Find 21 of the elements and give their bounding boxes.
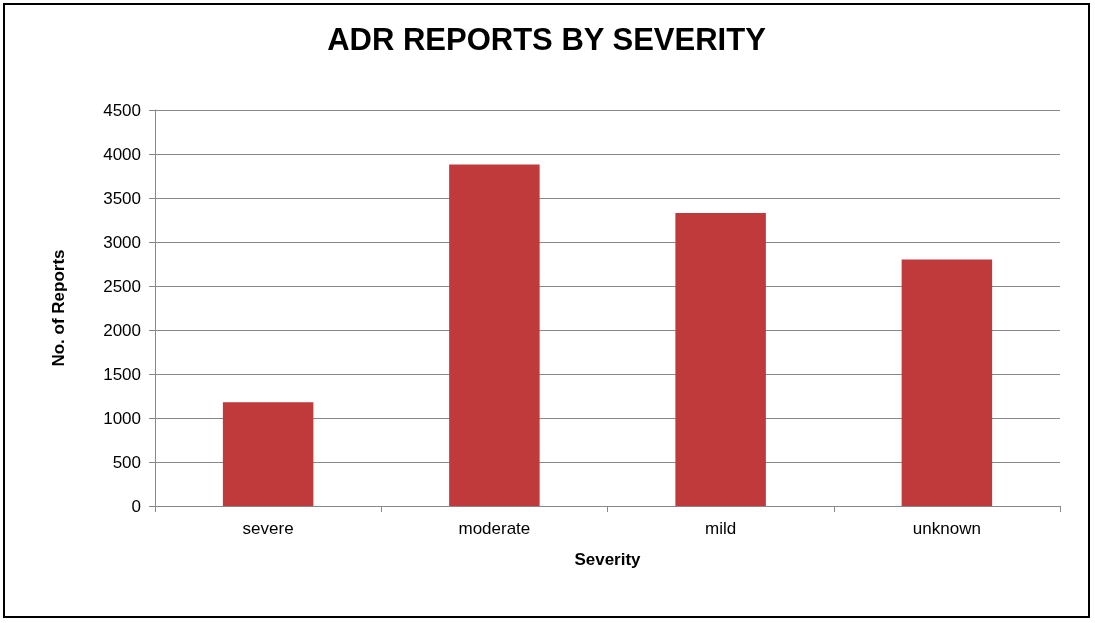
- y-tick-label: 2500: [103, 276, 141, 296]
- bar: [222, 402, 314, 506]
- bar: [901, 259, 993, 506]
- bar: [675, 212, 766, 506]
- y-tick-label: 4000: [103, 144, 141, 164]
- y-tick-label: 0: [131, 496, 141, 516]
- y-tick-label: 1500: [103, 364, 141, 384]
- y-tick-label: 4500: [103, 100, 141, 120]
- y-tick-label: 3000: [103, 232, 141, 252]
- x-tick-label: moderate: [458, 519, 531, 538]
- bar: [449, 164, 540, 506]
- y-tick-label: 500: [112, 452, 141, 472]
- x-tick-label: severe: [242, 519, 294, 538]
- y-axis-title: No. of Reports: [49, 249, 68, 367]
- x-axis-title: Severity: [574, 550, 642, 569]
- x-tick-label: unknown: [912, 519, 981, 538]
- chart-title: ADR REPORTS BY SEVERITY: [327, 22, 767, 57]
- y-tick-label: 1000: [103, 408, 141, 428]
- x-tick-label: mild: [705, 519, 737, 538]
- y-tick-label: 3500: [103, 188, 141, 208]
- y-tick-label: 2000: [103, 320, 141, 340]
